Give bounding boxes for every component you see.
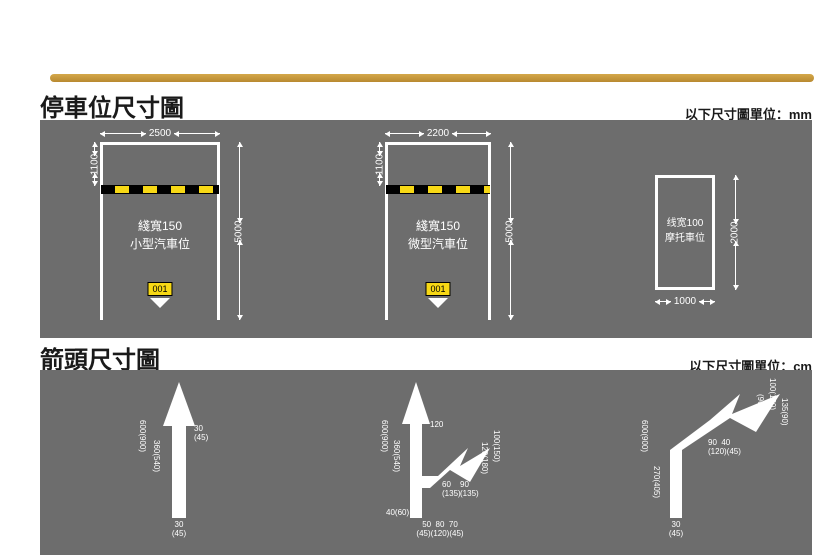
arrow-mr-dim-base: 30 (45) — [669, 520, 683, 538]
slot-micro-car-number: 001 — [425, 282, 450, 296]
slot-motorcycle-dim-width: 1000 — [655, 296, 715, 307]
arrow-sr-dim-b3: 60 (135) — [442, 480, 461, 498]
slot-micro-car-dim-height: 5000 — [499, 142, 521, 320]
arrow-sr-head — [402, 382, 430, 424]
slot-small-car-hazard-bar — [101, 185, 219, 194]
arrow-sr-dim-total: 600(900) — [380, 420, 389, 452]
slot-micro-car-dim-width: 2200 — [385, 128, 491, 139]
slot-micro-car-label: 綫寬150 微型汽車位 — [388, 217, 488, 253]
slot-small-car-outline: 綫寬150 小型汽車位 001 — [100, 142, 220, 320]
slot-small-car-label: 綫寬150 小型汽車位 — [103, 217, 217, 253]
slot-small-car-triangle — [150, 298, 170, 308]
slot-motorcycle-linewidth: 线宽100 — [658, 216, 712, 231]
arrow-sr-dim-stub: 40(60) — [386, 508, 409, 517]
parking-panel: 綫寬150 小型汽車位 001 2500 5000 1100 綫寬150 微型汽… — [40, 120, 812, 338]
arrow-straight-dim-total: 600(900) — [138, 420, 147, 452]
arrow-straight: 600(900) 360(540) 30 (45) 30 (45) — [120, 380, 240, 540]
arrow-mr-dim-b2: 135(90) — [780, 398, 789, 426]
slot-micro-car-hazard-bar — [386, 185, 490, 194]
slot-motorcycle-label: 线宽100 摩托車位 — [658, 216, 712, 246]
slot-motorcycle-dim-height: 2000 — [724, 175, 746, 290]
gold-separator — [50, 74, 814, 82]
slot-micro-car-triangle — [428, 298, 448, 308]
arrow-mr-dim-b0: 100(150) — [768, 378, 777, 410]
slot-motorcycle-type: 摩托車位 — [658, 231, 712, 246]
arrow-mr-dim-total: 600(900) — [640, 420, 649, 452]
arrow-mr-dim-side: 90 40 (120)(45) — [708, 438, 741, 456]
arrow-sr-dim-b4: 120 — [430, 420, 443, 429]
slot-micro-car-type: 微型汽車位 — [388, 235, 488, 253]
arrow-mr-dim-lower: 270(405) — [652, 466, 661, 498]
slot-small-car-dim-width: 2500 — [100, 128, 220, 139]
arrow-mr-dim-b1: (90)60 — [756, 394, 765, 417]
arrow-straight-dim-shaft: 360(540) — [152, 440, 161, 472]
slot-small-car-linewidth: 綫寬150 — [103, 217, 217, 235]
slot-small-car-dim-height: 5000 — [228, 142, 250, 320]
arrow-sr-dim-b1: 120(180) — [480, 442, 489, 474]
arrow-sr-dim-base: 50 80 70 (45)(120)(45) — [416, 520, 463, 538]
arrow-straight-dim-base: 30 (45) — [172, 520, 186, 538]
slot-micro-car-outline: 綫寬150 微型汽車位 001 — [385, 142, 491, 320]
arrow-sr-dim-b2: 90 (135) — [460, 480, 479, 498]
arrow-straight-shaft — [172, 424, 186, 518]
arrow-straight-right: 600(900) 360(540) 40(60) 100(150) 120(18… — [380, 380, 560, 540]
arrow-sr-dim-b0: 100(150) — [492, 430, 501, 462]
slot-small-car-dim-bar: 1100 — [84, 142, 106, 186]
slot-micro-car-linewidth: 綫寬150 — [388, 217, 488, 235]
section1-title: 停車位尺寸圖 — [40, 88, 184, 123]
arrow-straight-dim-headhalf: 30 (45) — [194, 424, 208, 442]
arrow-straight-head — [163, 382, 195, 426]
arrow-panel: 600(900) 360(540) 30 (45) 30 (45) 600(90… — [40, 370, 812, 555]
slot-small-car-number: 001 — [147, 282, 172, 296]
section1-header: 停車位尺寸圖 以下尺寸圖單位：mm — [40, 88, 812, 123]
arrow-sr-dim-shaft: 360(540) — [392, 440, 401, 472]
slot-small-car-type: 小型汽車位 — [103, 235, 217, 253]
slot-micro-car-dim-bar: 1100 — [369, 142, 391, 186]
slot-motorcycle-outline: 线宽100 摩托車位 — [655, 175, 715, 290]
arrow-merge-right: 600(900) 270(405) 100(150) (90)60 135(90… — [640, 380, 800, 540]
